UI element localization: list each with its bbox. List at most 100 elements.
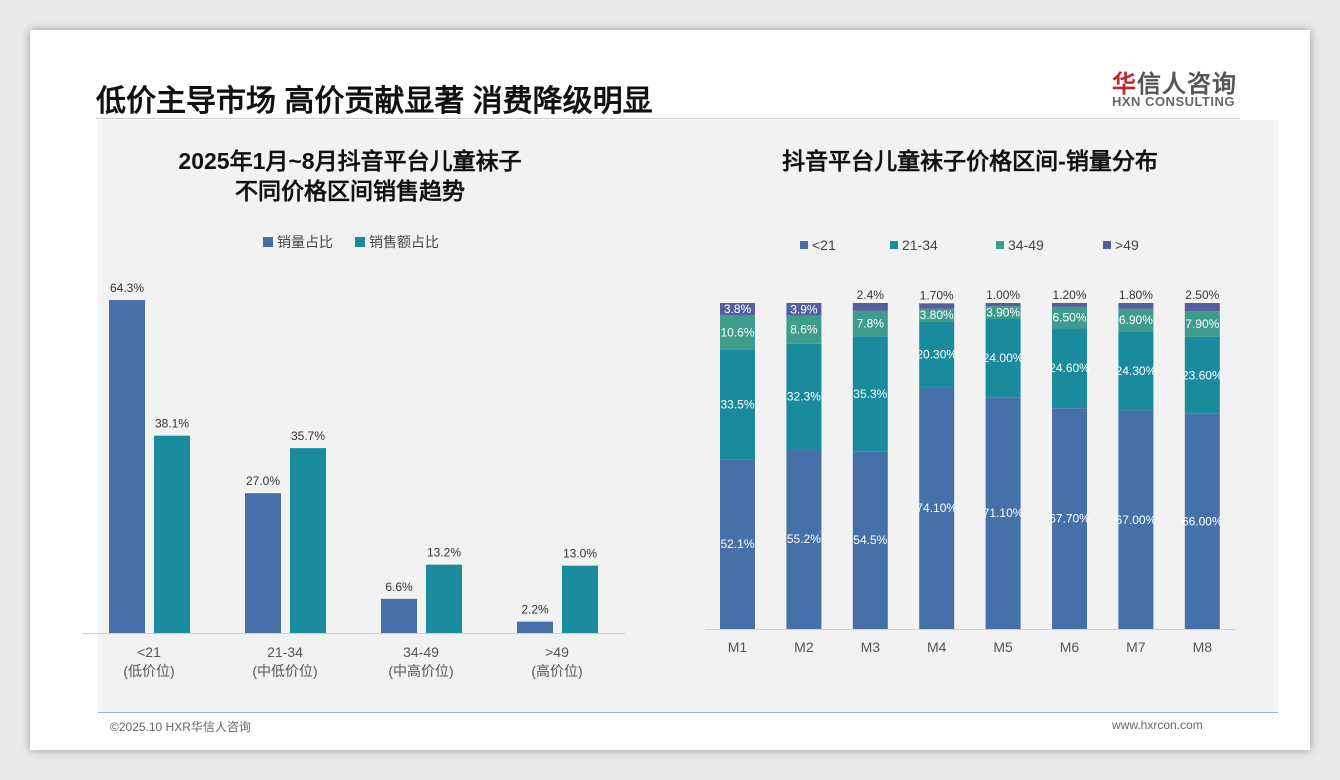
right-x-tick-label: M5 <box>993 639 1013 655</box>
right-x-tick-label: M2 <box>794 639 814 655</box>
right-stacked-bar-segment <box>852 303 888 311</box>
left-bar-value-label: 2.2% <box>521 603 549 617</box>
right-segment-label: 24.00% <box>983 351 1024 365</box>
right-stacked-bar-segment <box>1052 408 1087 629</box>
right-segment-label: 7.90% <box>1185 317 1219 331</box>
right-segment-label: 2.50% <box>1185 288 1219 302</box>
right-segment-label: 10.6% <box>720 326 754 340</box>
right-legend-label: <21 <box>812 237 836 253</box>
right-x-tick-label: M6 <box>1060 639 1080 655</box>
right-stacked-bar-segment <box>786 315 822 344</box>
left-bar-value-label: 27.0% <box>246 474 280 488</box>
left-bar <box>517 621 553 633</box>
right-stacked-bar-segment <box>720 459 755 629</box>
left-chart-title-line1: 2025年1月~8月抖音平台儿童袜子 <box>178 148 522 174</box>
right-legend-swatch <box>1103 241 1111 249</box>
right-segment-label: 3.9% <box>790 302 818 316</box>
left-x-tick-sublabel: (低价位) <box>123 663 174 679</box>
right-segment-label: 1.20% <box>1052 288 1086 302</box>
right-stacked-bar-segment <box>985 318 1021 398</box>
right-stacked-bar-segment <box>919 308 955 322</box>
footer-divider <box>98 712 1278 713</box>
right-stacked-bar-segment <box>1184 311 1220 337</box>
right-legend-swatch <box>996 241 1004 249</box>
left-legend-swatch <box>263 237 273 247</box>
right-segment-label: 66.00% <box>1182 514 1223 528</box>
right-segment-label: 67.70% <box>1049 512 1090 526</box>
right-stacked-bar-segment <box>985 303 1021 307</box>
right-stacked-bar-segment <box>1052 306 1087 329</box>
right-segment-label: 1.00% <box>986 288 1020 302</box>
left-x-tick-label: 34-49 <box>403 644 439 660</box>
logo: 华信人咨询 <box>1112 64 1237 99</box>
right-segment-label: 33.5% <box>720 398 754 412</box>
right-segment-label: 24.60% <box>1049 361 1090 375</box>
right-segment-label: 1.80% <box>1119 288 1153 302</box>
right-chart-title: 抖音平台儿童袜子价格区间-销量分布 <box>782 148 1158 174</box>
right-stacked-bar-segment <box>1184 413 1220 629</box>
right-segment-label: 23.60% <box>1182 368 1223 382</box>
left-legend-swatch <box>355 237 365 247</box>
logo-text: 信人咨询 <box>1137 71 1237 98</box>
footer-copyright: ©2025.10 HXR华信人咨询 <box>110 720 251 734</box>
right-stacked-bar-segment <box>1184 336 1220 414</box>
right-stacked-bar-segment <box>985 397 1021 629</box>
left-bar <box>154 435 190 633</box>
right-x-tick-label: M7 <box>1126 639 1146 655</box>
right-legend-label: 34-49 <box>1008 237 1044 253</box>
left-bar <box>290 448 326 633</box>
right-segment-label: 2.4% <box>857 288 885 302</box>
right-x-tick-label: M8 <box>1193 639 1213 655</box>
right-stacked-bar-segment <box>1118 303 1154 309</box>
right-legend-swatch <box>890 241 898 249</box>
right-x-tick-label: M3 <box>861 639 881 655</box>
title-divider <box>96 118 1240 119</box>
right-segment-label: 32.3% <box>787 389 821 403</box>
left-bar <box>381 598 417 633</box>
left-x-tick-label: <21 <box>137 644 161 660</box>
left-x-tick-sublabel: (中低价位) <box>252 663 317 679</box>
left-bar-value-label: 64.3% <box>110 281 144 295</box>
right-stacked-bar-segment <box>1118 308 1154 332</box>
left-legend-label: 销售额占比 <box>369 234 439 250</box>
right-stacked-bar-segment <box>852 336 888 452</box>
right-segment-label: 24.30% <box>1116 364 1157 378</box>
right-segment-label: 74.10% <box>916 501 957 515</box>
left-legend-label: 销量占比 <box>277 234 333 250</box>
right-segment-label: 7.8% <box>857 317 885 331</box>
right-segment-label: 8.6% <box>790 323 818 337</box>
right-segment-label: 6.50% <box>1052 311 1086 325</box>
right-segment-label: 3.8% <box>724 302 752 316</box>
left-x-tick-label: 21-34 <box>267 644 303 660</box>
left-chart-title-line2: 不同价格区间销售趋势 <box>235 178 465 204</box>
right-stacked-bar-segment <box>1184 303 1220 312</box>
right-segment-label: 52.1% <box>720 537 754 551</box>
right-x-tick-label: M4 <box>927 639 947 655</box>
left-bar-value-label: 13.2% <box>427 546 461 560</box>
left-bar <box>109 300 145 633</box>
left-bar <box>426 564 462 633</box>
right-legend-label: >49 <box>1115 237 1139 253</box>
right-x-tick-label: M1 <box>728 639 748 655</box>
logo-subtitle: HXN CONSULTING <box>1112 94 1236 109</box>
right-stacked-bar-segment <box>786 343 822 450</box>
right-stacked-bar-segment <box>1052 328 1087 409</box>
footer-url: www.hxrcon.com <box>1112 718 1203 732</box>
right-segment-label: 35.3% <box>853 387 887 401</box>
left-bar-value-label: 13.0% <box>563 547 597 561</box>
right-stacked-bar-segment <box>919 303 955 309</box>
right-segment-label: 71.10% <box>983 506 1024 520</box>
left-chart-title: 2025年1月~8月抖音平台儿童袜子 不同价格区间销售趋势 <box>110 146 590 206</box>
right-segment-label: 54.5% <box>853 533 887 547</box>
right-stacked-bar-segment <box>1052 303 1087 307</box>
right-stacked-bar-segment <box>985 306 1021 319</box>
left-bar-value-label: 38.1% <box>155 417 189 431</box>
right-segment-label: 3.90% <box>986 306 1020 320</box>
left-x-tick-label: >49 <box>545 644 569 660</box>
right-segment-label: 3.80% <box>920 308 954 322</box>
right-segment-label: 55.2% <box>787 532 821 546</box>
logo-mark: 华 <box>1112 71 1137 98</box>
left-bar-value-label: 35.7% <box>291 429 325 443</box>
right-stacked-bar-segment <box>919 387 955 629</box>
left-bar-value-label: 6.6% <box>385 580 413 594</box>
